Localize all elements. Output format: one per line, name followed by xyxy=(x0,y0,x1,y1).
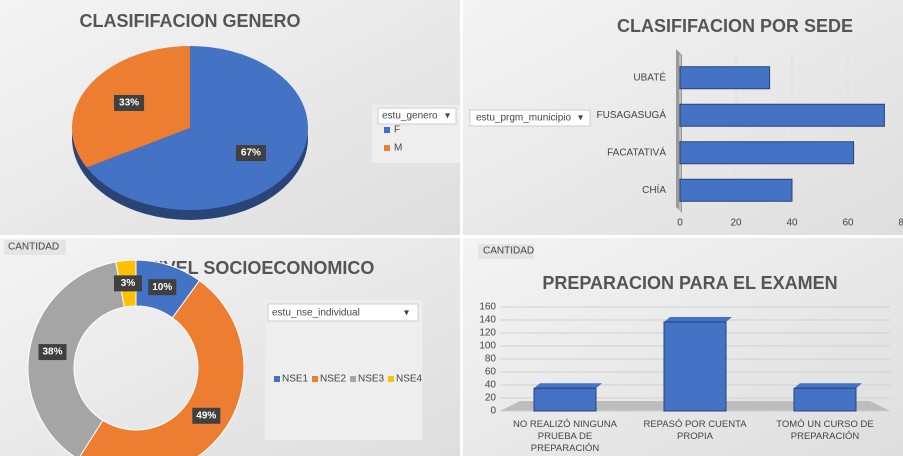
bar-top xyxy=(664,316,732,322)
dropdown-arrow: ▾ xyxy=(578,113,583,124)
dropdown-label: estu_prgm_municipio xyxy=(476,113,571,124)
dropdown-label: estu_nse_individual xyxy=(272,308,360,319)
bar-top xyxy=(794,383,862,389)
x-tick-label: 40 xyxy=(786,218,798,229)
y-tick-label: 0 xyxy=(490,406,496,417)
legend-swatch xyxy=(384,127,390,133)
label-box xyxy=(235,145,266,162)
bar-top xyxy=(534,383,602,389)
dropdown-arrow: ▾ xyxy=(445,111,450,122)
y-tick-label: 140 xyxy=(479,315,496,326)
pie-slice xyxy=(86,46,308,210)
data-label: 38% xyxy=(42,347,62,358)
x-tick-label: 60 xyxy=(842,218,854,229)
label-box xyxy=(38,344,67,361)
chart-title: CLASIFIFACION POR SEDE xyxy=(617,16,853,36)
chart-label: CANTIDAD xyxy=(8,242,59,253)
y-tick-label: 100 xyxy=(479,341,496,352)
legend-label: NSE2 xyxy=(320,374,347,385)
y-tick-label: 40 xyxy=(485,380,497,391)
data-label: 10% xyxy=(152,282,172,293)
y-tick-label: 80 xyxy=(485,354,497,365)
legend-label: NSE3 xyxy=(358,374,385,385)
dropdown[interactable] xyxy=(377,107,457,125)
bar xyxy=(663,321,727,412)
data-label: 3% xyxy=(121,278,136,289)
y-tick-label: FUSAGASUGÁ xyxy=(597,108,667,121)
y-tick-label: CHÍA xyxy=(642,183,666,196)
chart-title: NIVEL SOCIOECONOMICO xyxy=(146,258,375,278)
legend-label: M xyxy=(394,143,402,154)
bar xyxy=(679,141,855,165)
x-tick-label: TOMÓ UN CURSO DE PREPARACIÓN xyxy=(776,419,874,442)
y-tick-label: UBATÉ xyxy=(633,70,666,83)
label-box xyxy=(114,275,143,292)
legend-label: NSE1 xyxy=(282,374,309,385)
donut-slice xyxy=(27,261,125,456)
x-tick-label: 0 xyxy=(677,218,683,229)
bar xyxy=(533,387,597,412)
bar xyxy=(679,178,793,202)
chart-title: PREPARACION PARA EL EXAMEN xyxy=(542,273,837,293)
x-tick-label: 80 xyxy=(898,218,903,229)
legend-label: F xyxy=(394,125,400,136)
legend-swatch xyxy=(388,376,394,382)
label-box xyxy=(478,244,534,259)
legend-label: NSE4 xyxy=(396,374,423,385)
legend-swatch xyxy=(350,376,356,382)
chart-title: CLASIFIFACION GENERO xyxy=(79,11,300,31)
y-tick-label: 120 xyxy=(479,328,496,339)
legend-box xyxy=(265,300,422,440)
y-tick-label: FACATATIVÁ xyxy=(607,145,666,158)
bar xyxy=(679,66,771,90)
y-tick-label: 160 xyxy=(479,302,496,313)
label-box xyxy=(4,240,66,255)
x-tick-label: NO REALIZÓ NINGUNA PRUEBA DE PREPARACIÓN xyxy=(513,419,617,454)
bar xyxy=(793,387,857,412)
x-tick-label: REPASÓ POR CUENTA PROPIA xyxy=(643,419,747,442)
bar xyxy=(679,103,885,127)
dropdown[interactable] xyxy=(267,303,419,322)
legend-swatch xyxy=(384,145,390,151)
legend-swatch xyxy=(274,376,280,382)
dropdown-label: estu_genero xyxy=(382,111,438,122)
dropdown-arrow: ▾ xyxy=(404,308,409,319)
data-label: 67% xyxy=(241,148,261,159)
dropdown[interactable] xyxy=(469,109,591,127)
label-box xyxy=(192,407,221,424)
label-box xyxy=(148,279,177,296)
y-tick-label: 60 xyxy=(485,367,497,378)
data-label: 33% xyxy=(119,98,139,109)
data-label: 49% xyxy=(196,410,216,421)
legend-swatch xyxy=(312,376,318,382)
x-tick-label: 20 xyxy=(730,218,742,229)
label-box xyxy=(114,94,145,111)
y-tick-label: 20 xyxy=(485,393,497,404)
chart-label: CANTIDAD xyxy=(483,246,534,257)
